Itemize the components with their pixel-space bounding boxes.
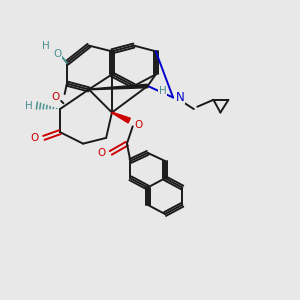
Text: O: O bbox=[54, 49, 62, 59]
Text: H: H bbox=[25, 100, 33, 111]
Text: O: O bbox=[51, 92, 59, 103]
Text: O: O bbox=[31, 133, 39, 143]
Text: H: H bbox=[159, 85, 167, 96]
Text: H: H bbox=[42, 40, 50, 51]
Text: O: O bbox=[134, 120, 142, 130]
Polygon shape bbox=[89, 84, 148, 90]
Text: N: N bbox=[176, 91, 184, 104]
Text: O: O bbox=[98, 148, 106, 158]
Polygon shape bbox=[112, 112, 130, 123]
